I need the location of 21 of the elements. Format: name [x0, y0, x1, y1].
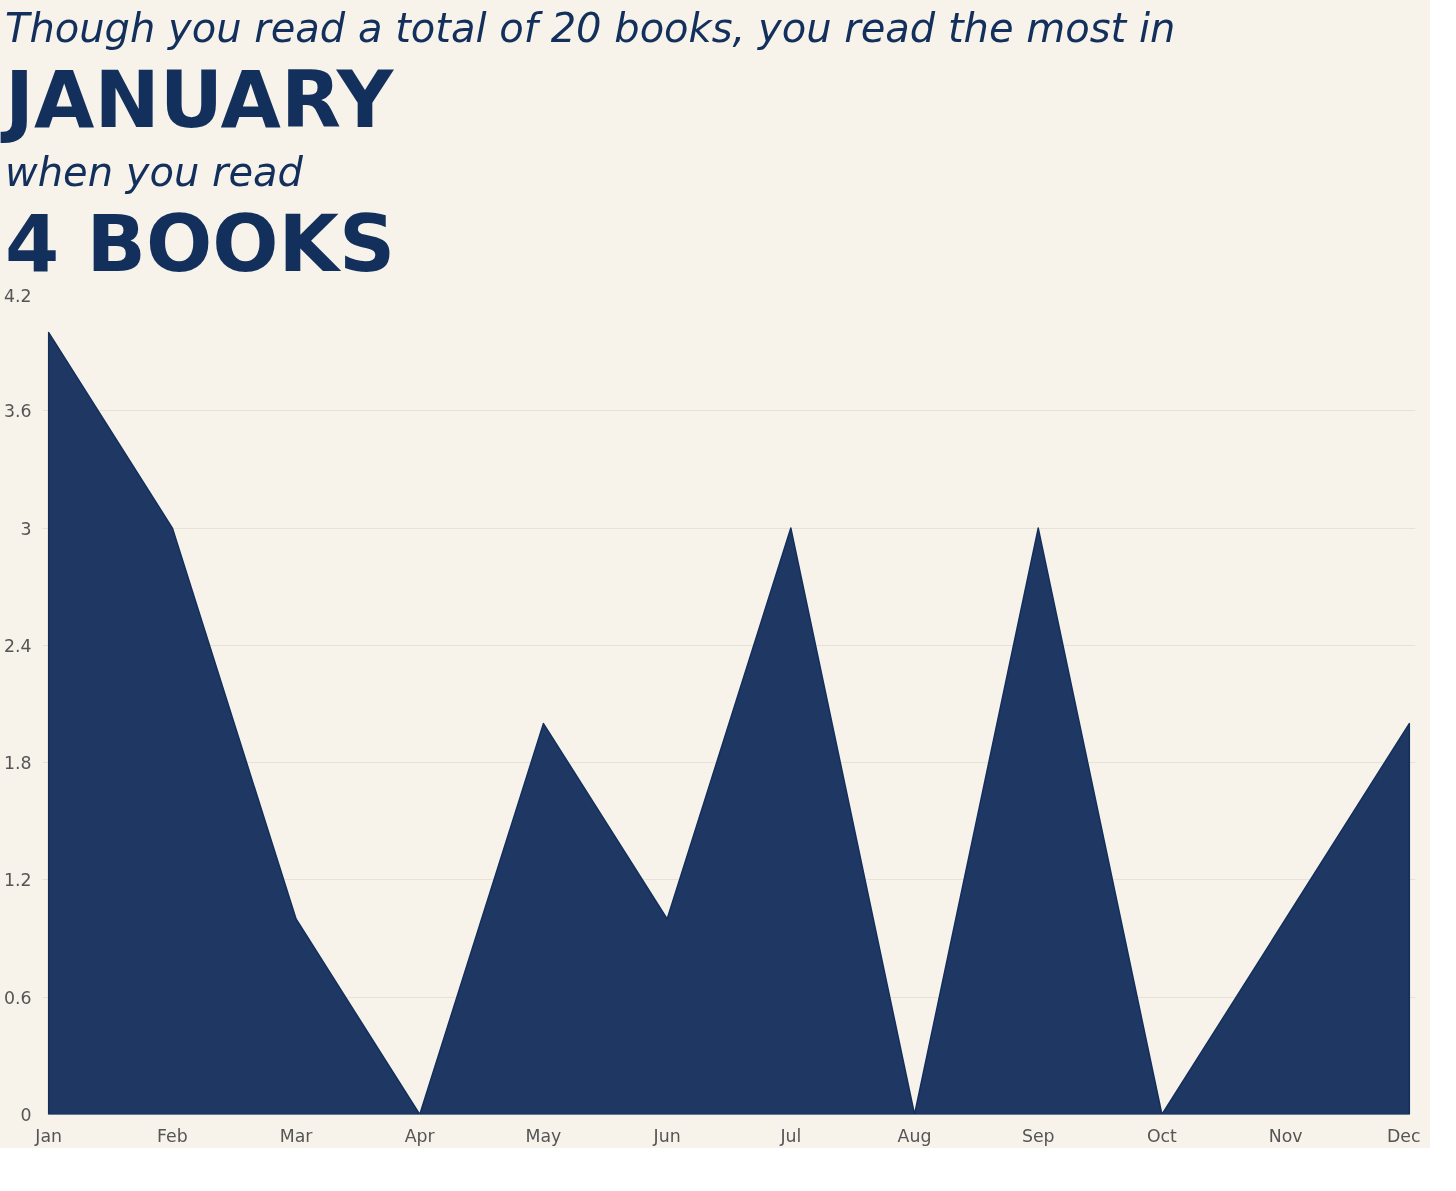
y-tick-label: 0 — [20, 1105, 32, 1125]
y-tick-label: 1.8 — [3, 753, 32, 774]
chart-title: Though you read a total of 20 books, you read the most in — [5, 5, 1176, 51]
x-tick-label: Apr — [404, 1125, 436, 1146]
x-tick-label: Sep — [1021, 1125, 1055, 1146]
y-tick-label: 1.2 — [3, 870, 32, 891]
y-tick-label: 2.4 — [3, 635, 32, 656]
x-tick-label: Mar — [279, 1125, 314, 1146]
y-tick-label: 0.6 — [3, 987, 32, 1008]
x-tick-label: Jul — [779, 1125, 802, 1146]
x-tick-label: Oct — [1146, 1125, 1178, 1146]
x-tick-label: Aug — [897, 1125, 932, 1146]
y-tick-label: 3 — [20, 518, 32, 539]
x-tick-label: Jan — [34, 1125, 63, 1146]
x-tick-label: Feb — [157, 1125, 188, 1146]
x-tick-label: Dec — [1386, 1125, 1421, 1146]
text: when you read — [5, 149, 303, 195]
x-tick-label: Jun — [652, 1125, 681, 1146]
x-tick-label: Nov — [1268, 1125, 1303, 1146]
x-tick-label: May — [525, 1125, 562, 1146]
y-tick-label: 3.6 — [3, 401, 32, 422]
